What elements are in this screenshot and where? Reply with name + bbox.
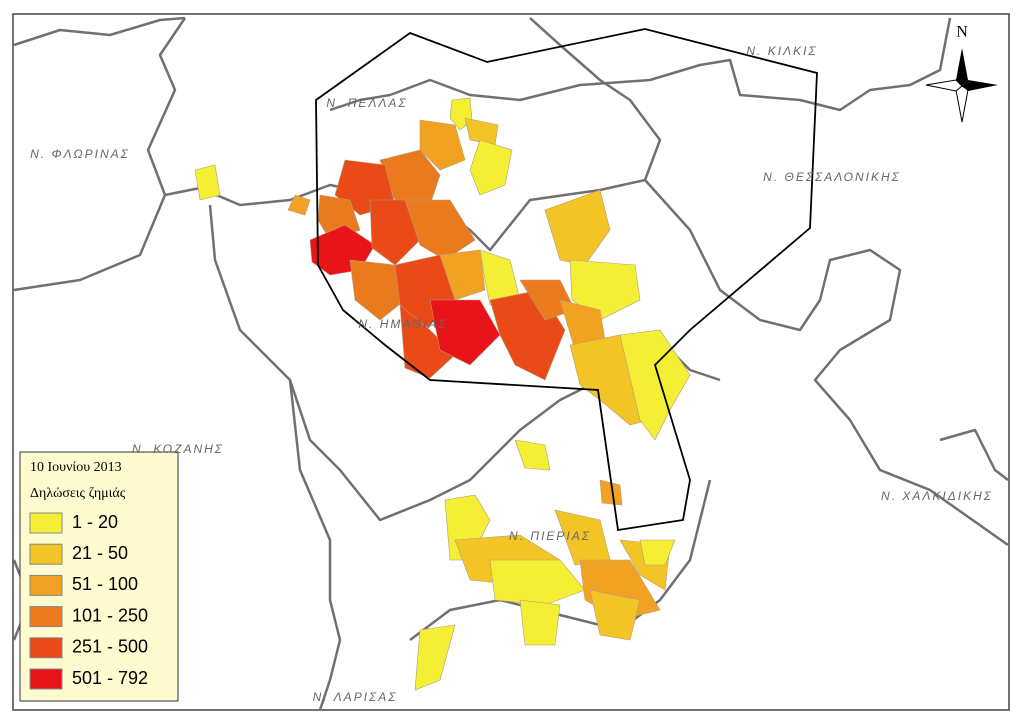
damage-area: [287, 194, 311, 216]
north-arrow: N: [925, 24, 998, 123]
damage-area: [349, 259, 406, 321]
legend-title: Δηλώσεις ζημιάς: [30, 486, 126, 501]
damage-area: [569, 259, 641, 321]
damage-area: [369, 199, 421, 266]
legend-label: 21 - 50: [72, 543, 128, 563]
region-label: Ν. ΘΕΣΣΑΛΟΝΙΚΗΣ: [763, 170, 901, 184]
damage-area: [399, 304, 456, 379]
region-label: Ν. ΠΕΛΛΑΣ: [326, 96, 407, 110]
damage-area: [514, 439, 551, 471]
region-label: Ν. ΦΛΩΡΙΝΑΣ: [30, 147, 130, 161]
study-area-outline: [315, 28, 818, 532]
damage-area: [379, 149, 441, 206]
legend-swatch: [29, 512, 63, 534]
legend-label: 1 - 20: [72, 512, 118, 532]
damage-area: [599, 479, 623, 506]
legend-swatch: [29, 543, 63, 565]
legend-label: 251 - 500: [72, 637, 148, 657]
region-label: Ν. ΛΑΡΙΣΑΣ: [313, 690, 398, 704]
boundaries: [12, 16, 1009, 711]
region-label: Ν. ΠΙΕΡΙΑΣ: [509, 529, 591, 543]
damage-area: [619, 329, 691, 441]
legend-label: 101 - 250: [72, 605, 148, 625]
region-label: Ν. ΗΜΑΘΙΑΣ: [358, 317, 447, 331]
legend-swatch: [29, 668, 63, 690]
damage-area: [469, 139, 513, 196]
legend: 10 Ιουνίου 2013 Δηλώσεις ζημιάς 1 - 20 21…: [19, 451, 179, 702]
damage-area: [194, 164, 221, 201]
damage-area: [429, 299, 501, 366]
damage-area: [519, 599, 561, 646]
damage-areas: [194, 97, 691, 691]
north-label: N: [956, 24, 968, 41]
damage-area: [439, 249, 486, 301]
region-label: Ν. ΚΙΛΚΙΣ: [746, 44, 817, 58]
damage-area: [489, 559, 586, 606]
legend-swatch: [29, 606, 63, 628]
damage-area: [414, 624, 456, 691]
damage-area: [589, 589, 641, 641]
region-label: Ν. ΚΟΖΑΝΗΣ: [132, 442, 224, 456]
damage-area: [419, 119, 466, 171]
legend-title: 10 Ιουνίου 2013: [30, 460, 122, 475]
damage-area: [404, 199, 476, 261]
legend-swatch: [29, 574, 63, 596]
region-label: Ν. ΧΑΛΚΙΔΙΚΗΣ: [881, 489, 993, 503]
legend-label: 51 - 100: [72, 574, 138, 594]
legend-swatch: [29, 637, 63, 659]
damage-area: [639, 539, 676, 566]
legend-label: 501 - 792: [72, 668, 148, 688]
damage-area: [544, 189, 611, 266]
